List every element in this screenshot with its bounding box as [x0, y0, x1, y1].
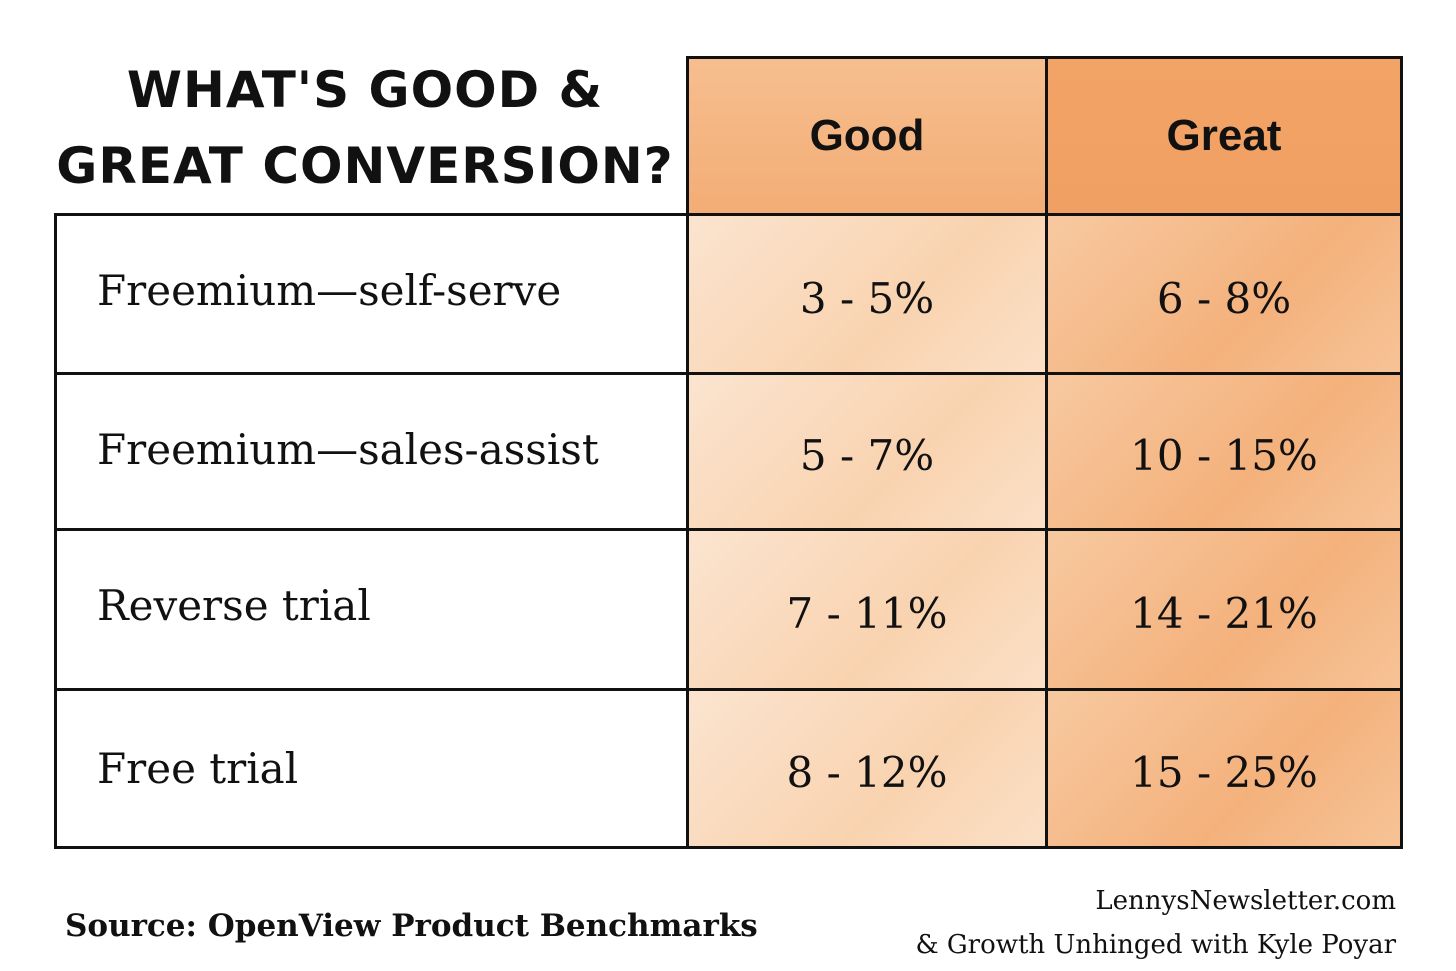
row-label: Reverse trial — [54, 528, 689, 691]
column-header-good: Good — [686, 56, 1048, 216]
title-line-1: WHAT'S GOOD & — [126, 61, 604, 119]
great-value-cell: 6 - 8% — [1045, 213, 1403, 375]
row-label: Freemium—sales-assist — [54, 372, 689, 531]
source-note: Source: OpenView Product Benchmarks — [65, 908, 758, 944]
credit-growth-unhinged: & Growth Unhinged with Kyle Poyar — [915, 930, 1396, 960]
good-value-cell: 3 - 5% — [686, 213, 1048, 375]
good-value-cell: 7 - 11% — [686, 528, 1048, 691]
column-header-great: Great — [1045, 56, 1403, 216]
row-label: Freemium—self-serve — [54, 213, 689, 375]
good-value-cell: 8 - 12% — [686, 688, 1048, 849]
credit-newsletter: LennysNewsletter.com — [1095, 886, 1396, 916]
good-value-cell: 5 - 7% — [686, 372, 1048, 531]
infographic-title: WHAT'S GOOD & GREAT CONVERSION? — [50, 52, 680, 204]
title-line-2: GREAT CONVERSION? — [56, 137, 674, 195]
great-value-cell: 15 - 25% — [1045, 688, 1403, 849]
row-label: Free trial — [54, 688, 689, 849]
great-value-cell: 14 - 21% — [1045, 528, 1403, 691]
great-value-cell: 10 - 15% — [1045, 372, 1403, 531]
